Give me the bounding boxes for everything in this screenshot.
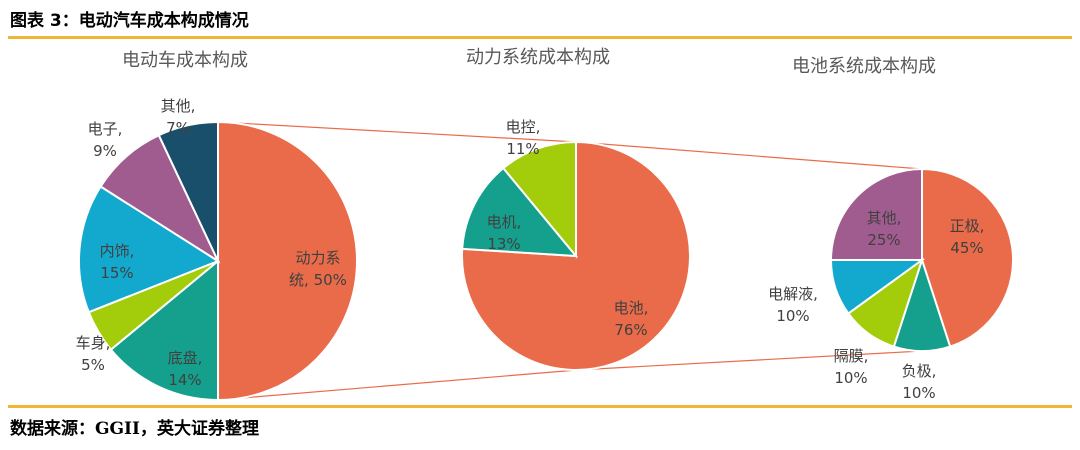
slice-label: 正极, 45% <box>950 217 985 257</box>
connector-line <box>576 350 923 371</box>
slice-label: 底盘, 14% <box>168 349 203 389</box>
slice-label: 电解液, 10% <box>768 285 818 325</box>
slice-label-value: 5% <box>81 356 105 374</box>
connector-lines <box>217 121 923 401</box>
slice-label-name: 正极, <box>950 217 985 235</box>
pie-slice <box>109 258 219 402</box>
slice-label-name: 其他, <box>161 97 196 115</box>
pie-title: 电动车成本构成 <box>122 50 248 71</box>
slice-label-name: 电解液, <box>768 285 818 303</box>
pie-slice <box>157 120 219 262</box>
slice-label: 电子, 9% <box>88 120 123 160</box>
slice-label: 车身, 5% <box>76 334 111 374</box>
slice-label-name: 动力系 <box>295 249 340 267</box>
slice-label-value: 13% <box>487 235 520 253</box>
slice-label-value: 15% <box>100 264 133 282</box>
pie-slice <box>921 167 1014 348</box>
slice-label-name: 底盘, <box>168 349 203 367</box>
slice-label: 其他, 7% <box>161 97 196 137</box>
slice-label-name: 负极, <box>902 362 937 380</box>
connector-line <box>217 121 578 143</box>
pie-slice <box>461 140 691 371</box>
slice-label-name: 电机, <box>487 213 522 231</box>
pie-slice <box>217 120 358 402</box>
slice-label-name: 隔膜, <box>834 347 869 365</box>
slice-label: 隔膜, 10% <box>834 347 869 387</box>
slice-label: 内饰, 15% <box>100 242 135 282</box>
pie-title: 电池系统成本构成 <box>792 56 936 77</box>
connector-line <box>576 141 923 170</box>
pie-slice <box>461 166 579 258</box>
slice-label-value: 10% <box>834 369 867 387</box>
slice-label: 电池, 76% <box>614 299 649 339</box>
slice-label: 其他, 25% <box>867 209 902 249</box>
slice-label-name: 内饰, <box>100 242 135 260</box>
slice-label-value: 10% <box>902 384 935 402</box>
bottom-rule <box>8 405 1072 408</box>
slice-label-value: 11% <box>506 140 539 158</box>
slice-label-value: 9% <box>93 142 117 160</box>
pie-slice <box>501 140 577 259</box>
slice-label-value: 76% <box>614 321 647 339</box>
pie-slice <box>829 167 923 261</box>
slice-label-value: 统, 50% <box>289 271 347 289</box>
slice-label: 电控, 11% <box>506 118 541 158</box>
slice-label-value: 25% <box>867 231 900 249</box>
top-rule <box>8 36 1072 39</box>
figure-title: 图表 3：电动汽车成本构成情况 <box>10 11 249 31</box>
slice-label-name: 其他, <box>867 209 902 227</box>
slice-label: 负极, 10% <box>902 362 937 402</box>
slice-label-name: 车身, <box>76 334 111 352</box>
slice-label: 电机, 13% <box>487 213 522 253</box>
slice-label-name: 电子, <box>88 120 123 138</box>
slice-label-name: 电控, <box>506 118 541 136</box>
figure-source: 数据来源：GGII，英大证券整理 <box>10 419 259 439</box>
slice-label-name: 电池, <box>614 299 649 317</box>
slice-label: 动力系统, 50% <box>289 249 347 289</box>
slice-label-value: 14% <box>168 371 201 389</box>
pie-slice <box>78 185 221 314</box>
slice-label-value: 7% <box>166 119 190 137</box>
pie-title: 动力系统成本构成 <box>466 47 610 68</box>
connector-line <box>217 369 578 401</box>
slice-label-value: 10% <box>776 307 809 325</box>
slice-label-value: 45% <box>950 239 983 257</box>
pie-slice <box>99 133 221 264</box>
